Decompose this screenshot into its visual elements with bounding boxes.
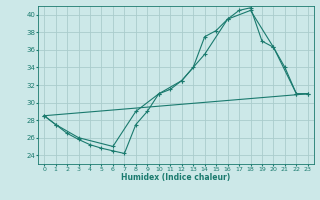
X-axis label: Humidex (Indice chaleur): Humidex (Indice chaleur) [121, 173, 231, 182]
